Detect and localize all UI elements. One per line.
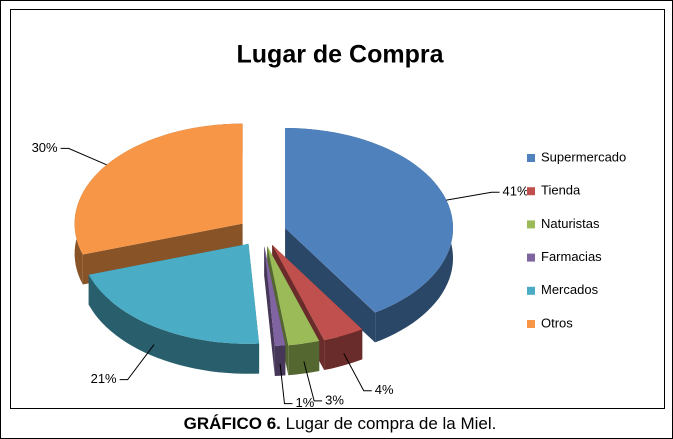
slice-wall	[288, 341, 320, 376]
legend-label: Tienda	[541, 183, 581, 198]
slice-top	[272, 244, 363, 340]
slice	[285, 128, 453, 343]
legend-swatch	[527, 320, 535, 328]
slice-top	[264, 246, 286, 346]
slice-top	[88, 243, 260, 344]
legend-swatch	[527, 253, 535, 262]
legend-label: Mercados	[541, 282, 599, 297]
leader-line	[446, 191, 500, 201]
legend-label: Naturistas	[541, 216, 600, 231]
legend-label: Farmacias	[541, 249, 602, 264]
slice-top	[267, 245, 320, 346]
caption-label: GRÁFICO 6.	[184, 414, 281, 433]
legend-label: Otros	[541, 315, 573, 330]
data-label: 21%	[91, 371, 117, 386]
caption-text: Lugar de compra de la Miel.	[286, 414, 497, 433]
slice-side	[264, 246, 275, 377]
leader-line	[60, 147, 107, 166]
data-label: 41%	[503, 184, 529, 199]
data-label: 1%	[295, 395, 314, 410]
chart-title: Lugar de Compra	[237, 41, 445, 69]
leader-line	[343, 353, 372, 392]
slice-side	[285, 228, 376, 343]
slice-wall	[324, 329, 363, 370]
slice-top	[285, 128, 453, 313]
leader-line	[303, 361, 323, 402]
caption: GRÁFICO 6. Lugar de compra de la Miel.	[184, 414, 497, 433]
data-label: 3%	[325, 392, 344, 407]
legend-swatch	[527, 154, 535, 162]
pie: 41% 4% 3% 1% 21% 30%	[32, 123, 529, 410]
slice-wall	[88, 274, 260, 374]
leader-line	[279, 363, 293, 405]
legend-swatch	[527, 220, 535, 229]
slice-wall	[274, 345, 286, 376]
legend-label: Supermercado	[541, 149, 626, 164]
legend-swatch	[527, 187, 535, 196]
legend-swatch	[527, 286, 535, 295]
leader-line	[119, 344, 155, 381]
data-label: 30%	[32, 140, 58, 155]
slice	[88, 243, 260, 374]
data-label: 4%	[375, 382, 394, 397]
slice	[264, 246, 286, 377]
slice-top	[74, 123, 243, 255]
